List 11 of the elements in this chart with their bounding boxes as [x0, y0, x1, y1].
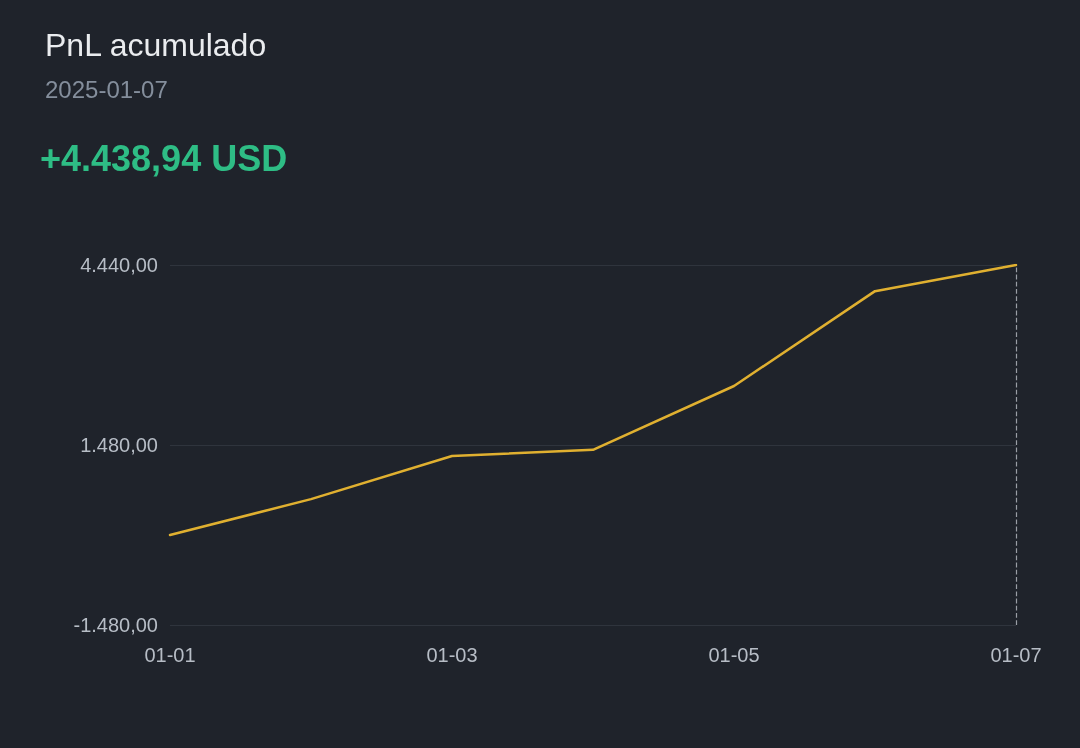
line-series	[168, 263, 1018, 537]
x-tick-label: 01-07	[990, 644, 1042, 666]
y-tick-label: -1.480,00	[73, 614, 158, 636]
y-tick-label: 4.440,00	[80, 254, 158, 276]
text: +4.438,94 USD	[40, 137, 288, 179]
chart-title: PnL acumulado	[45, 27, 267, 63]
y-tick-label: 1.480,00	[80, 434, 158, 456]
x-tick-label: 01-03	[426, 644, 478, 666]
chart-subtitle: 2025-01-07	[45, 75, 168, 103]
x-tick-label: 01-05	[708, 644, 760, 666]
x-tick-label: 01-01	[144, 644, 196, 666]
